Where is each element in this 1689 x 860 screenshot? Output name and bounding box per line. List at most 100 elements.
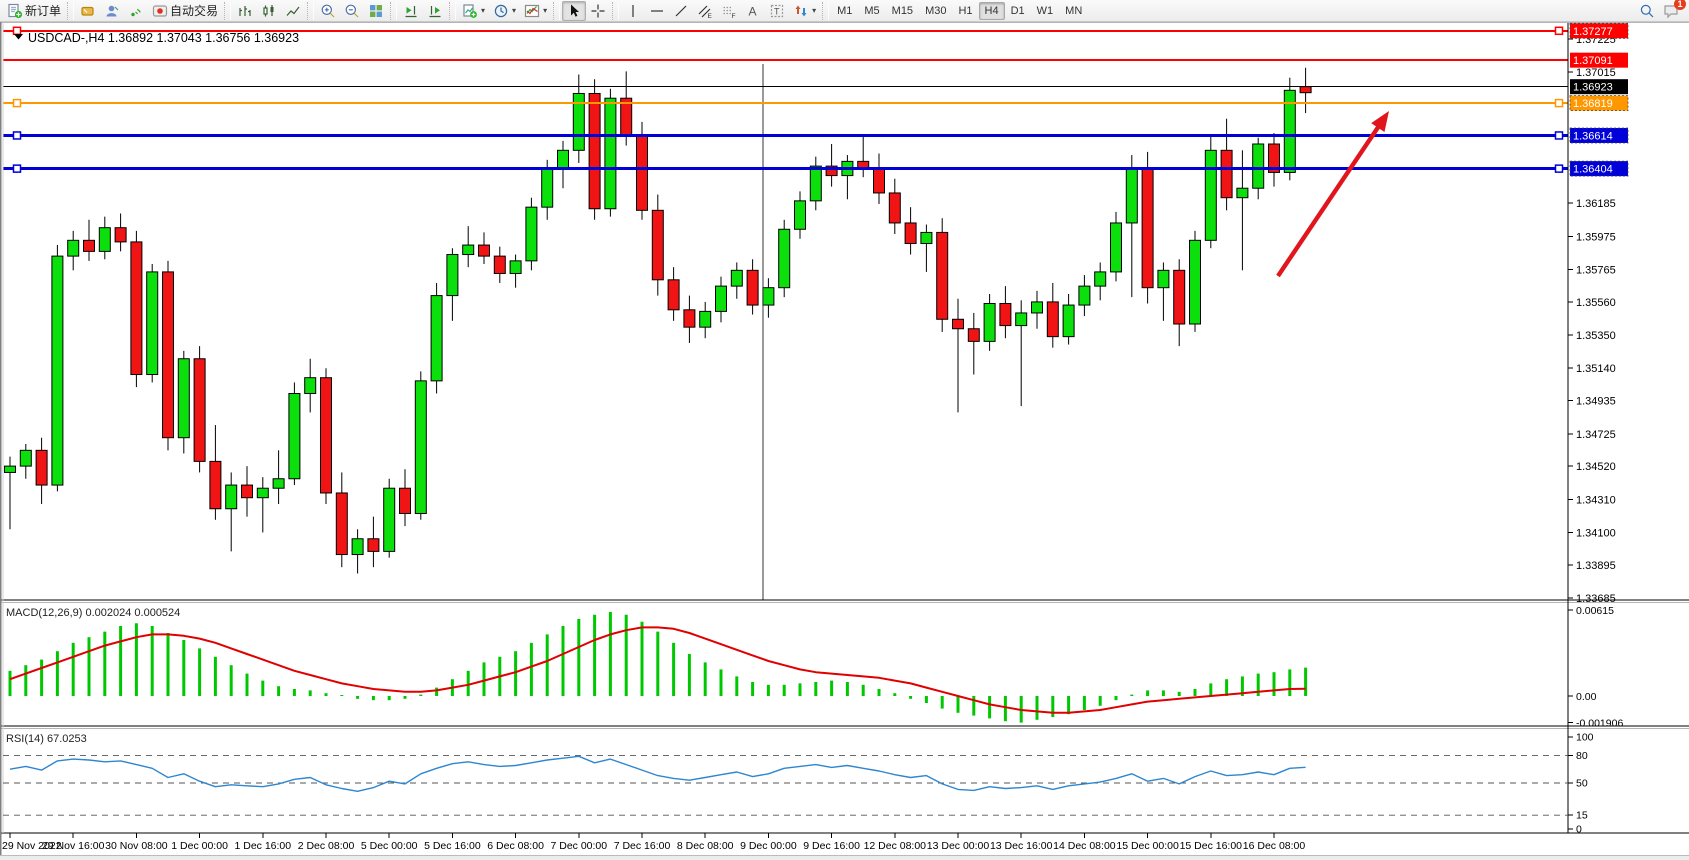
line-handle[interactable] <box>1554 98 1564 108</box>
crosshair-button[interactable] <box>586 1 610 21</box>
line-handle[interactable] <box>12 26 22 36</box>
gold-box-button[interactable] <box>76 1 100 21</box>
timeframe-M1[interactable]: M1 <box>831 2 858 20</box>
trend-arrow-head[interactable] <box>1371 111 1389 133</box>
new-order-button[interactable]: 新订单 <box>3 1 65 21</box>
candle-bear <box>114 227 127 243</box>
notifications-button[interactable]: 1 <box>1659 0 1686 21</box>
period-clock-button[interactable]: ▾ <box>489 1 520 21</box>
candle-bull <box>51 255 64 486</box>
line-handle[interactable] <box>12 98 22 108</box>
timeframe-H4[interactable]: H4 <box>978 2 1005 20</box>
auto-scroll-button[interactable] <box>423 1 447 21</box>
candle-bull <box>1157 269 1170 289</box>
date-label: 14 Dec 08:00 <box>1053 840 1116 852</box>
macd-scale-label: -0.001906 <box>1576 718 1623 730</box>
date-label: 1 Dec 00:00 <box>171 840 228 852</box>
date-label: 29 Nov 2022 <box>2 840 62 852</box>
text-label-button[interactable]: T <box>765 1 789 21</box>
search-icon <box>1640 4 1654 17</box>
candle-bull <box>146 271 159 376</box>
timeframe-D1[interactable]: D1 <box>1005 2 1031 20</box>
timeframe-M5[interactable]: M5 <box>858 2 885 20</box>
candle-bull <box>794 200 806 230</box>
zoom-in-button[interactable] <box>316 1 340 21</box>
search-button[interactable] <box>1635 1 1659 21</box>
candle-bull <box>730 269 743 287</box>
line-handle[interactable] <box>1554 131 1564 140</box>
chevron-down-icon: ▾ <box>481 6 486 15</box>
indicators-icon <box>524 4 540 17</box>
chart-title: USDCAD-,H4 1.36892 1.37043 1.36756 1.369… <box>28 31 299 45</box>
line-chart-button[interactable] <box>281 1 305 21</box>
candle-bull <box>1189 239 1201 325</box>
bar-chart-button[interactable] <box>233 1 257 21</box>
price-tick-label: 1.34310 <box>1576 494 1616 506</box>
autotrading-button[interactable]: 自动交易 <box>148 1 222 21</box>
rsi-scale-label: 0 <box>1576 824 1582 836</box>
date-label: 15 Dec 16:00 <box>1180 840 1243 852</box>
candle-bear <box>873 167 885 194</box>
arrows-button[interactable]: ▾ <box>789 1 820 21</box>
profile-button[interactable] <box>100 1 124 21</box>
line-handle[interactable] <box>1554 26 1564 36</box>
macd-signal-line <box>9 626 1306 714</box>
zoom-out-button[interactable] <box>340 1 364 21</box>
line-chart-icon <box>286 6 300 16</box>
line-handle[interactable] <box>12 164 22 173</box>
timeframe-MN[interactable]: MN <box>1059 2 1088 20</box>
macd-label: MACD(12,26,9) 0.002024 0.000524 <box>6 607 180 619</box>
price-label-1.36404: 1.36404 <box>1573 164 1613 176</box>
candle-bear <box>367 538 380 552</box>
candle-bear <box>241 484 253 499</box>
crosshair-icon <box>591 4 605 17</box>
date-label: 7 Dec 00:00 <box>550 840 607 852</box>
line-handle[interactable] <box>12 131 22 140</box>
rsi-scale-label: 100 <box>1576 732 1594 744</box>
toolbar: 新订单 自动交易 <box>0 0 1689 22</box>
new-chart-button[interactable]: ▾ <box>458 1 489 21</box>
zoom-in-icon <box>321 4 335 17</box>
candle-bull <box>446 254 459 297</box>
text-button[interactable]: A <box>741 1 765 21</box>
tile-windows-button[interactable] <box>364 1 388 21</box>
timeframe-H1[interactable]: H1 <box>952 2 978 20</box>
timeframe-M15[interactable]: M15 <box>886 2 919 20</box>
candlestick-chart-button[interactable] <box>257 1 281 21</box>
shift-chart-button[interactable] <box>399 1 423 21</box>
candle-bear <box>35 449 48 486</box>
candle-bull <box>1015 312 1028 327</box>
timeframe-M30[interactable]: M30 <box>919 2 952 20</box>
signal-button[interactable] <box>124 1 148 21</box>
candle-bull <box>351 538 364 556</box>
trend-arrow[interactable] <box>1276 123 1382 278</box>
fibonacci-button[interactable]: F <box>717 1 741 21</box>
gold-box-icon <box>81 6 94 16</box>
channel-icon: E <box>698 5 713 19</box>
trendline-button[interactable] <box>669 1 693 21</box>
indicators-button[interactable]: ▾ <box>520 1 551 21</box>
price-tick-label: 1.33685 <box>1576 593 1616 605</box>
line-handle[interactable] <box>1554 164 1564 173</box>
toolbar-separator <box>224 1 232 20</box>
candle-bear <box>1268 143 1280 173</box>
date-label: 13 Dec 16:00 <box>990 840 1053 852</box>
cursor-icon <box>571 4 580 17</box>
horizontal-line-button[interactable] <box>645 1 669 21</box>
channel-button[interactable]: E <box>693 1 717 21</box>
vertical-line-button[interactable] <box>621 1 645 21</box>
text-icon: A <box>749 4 757 18</box>
timeframe-W1[interactable]: W1 <box>1031 2 1060 20</box>
candle-bull <box>1094 271 1107 287</box>
candle-bear <box>888 192 901 224</box>
price-label-1.36923: 1.36923 <box>1573 82 1613 94</box>
candle-bear <box>825 165 838 177</box>
chart-dropdown-icon[interactable] <box>14 34 23 40</box>
price-label-box <box>1569 22 1629 39</box>
candle-bull <box>67 239 80 257</box>
cursor-button[interactable] <box>562 0 587 21</box>
candle-bull <box>1062 304 1075 338</box>
tile-windows-icon <box>370 4 383 17</box>
